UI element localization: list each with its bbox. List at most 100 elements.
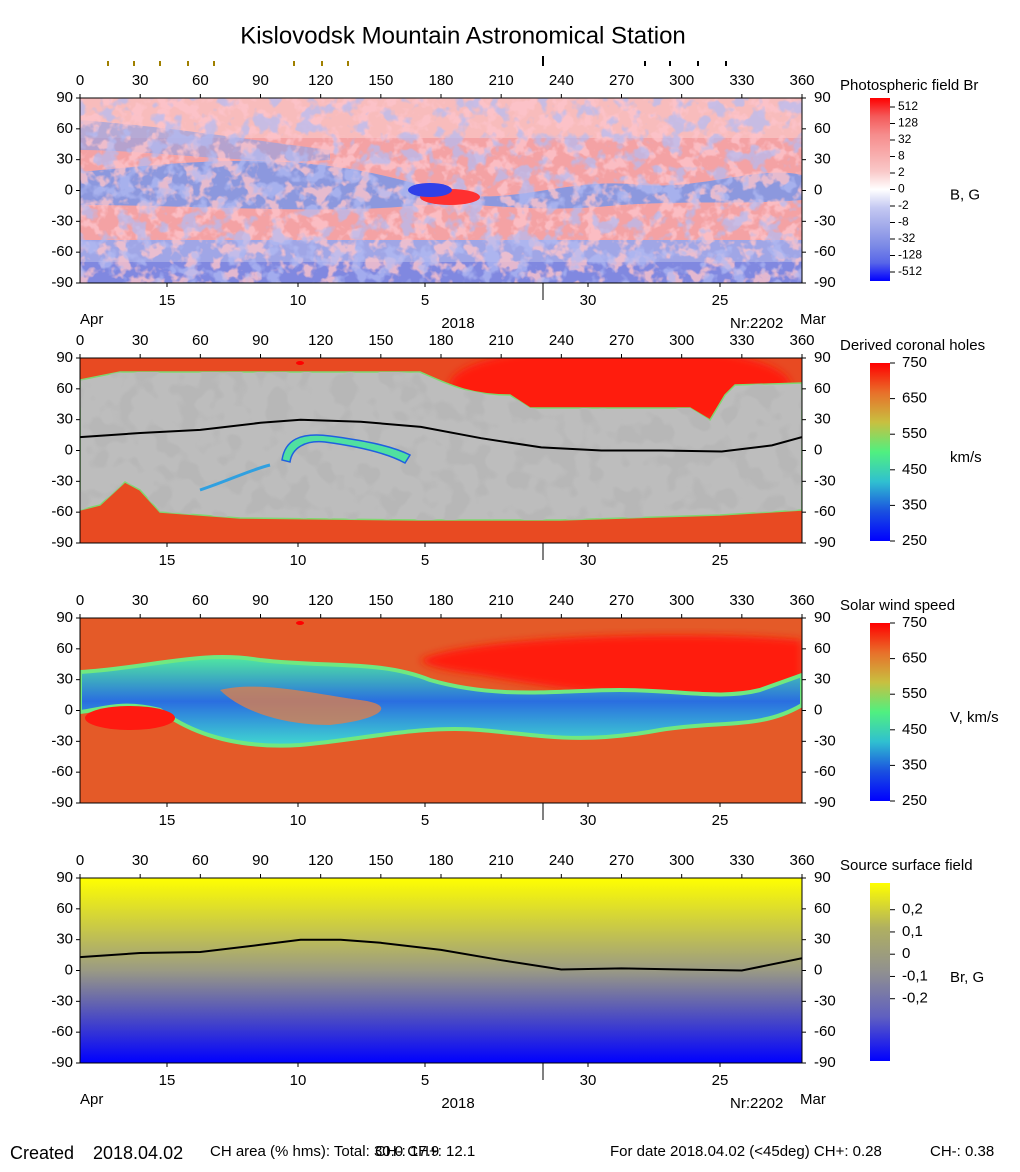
colorbar-unit: Br, G [950, 969, 984, 986]
date-label: 10 [290, 812, 307, 829]
colorbar-title: Solar wind speed [840, 597, 955, 614]
footer-text: CH area (% hms): Total: 30.0 CH+: 12.1 [210, 1143, 475, 1160]
lon-tick-label: 300 [669, 72, 694, 89]
lon-tick-label: 300 [669, 332, 694, 349]
lat-tick-label: -90 [51, 534, 73, 551]
source-surface-map [80, 878, 802, 1063]
colorbar-tick-label: 0 [902, 945, 910, 962]
lon-tick-label: 180 [428, 332, 453, 349]
lon-tick-label: 120 [308, 72, 333, 89]
lat-tick-label: 30 [814, 671, 831, 688]
date-label: 30 [580, 1072, 597, 1089]
lat-tick-label: 60 [814, 900, 831, 917]
lon-tick-label: 210 [489, 852, 514, 869]
lat-tick-label: 60 [814, 640, 831, 657]
lon-tick-label: 30 [132, 592, 149, 609]
lon-tick-label: 120 [308, 852, 333, 869]
lat-tick-label: -60 [51, 243, 73, 260]
colorbar-tick-label: -32 [898, 231, 916, 245]
lat-tick-label: -90 [814, 534, 836, 551]
lon-tick-label: 180 [428, 852, 453, 869]
lat-tick-label: 90 [814, 869, 831, 886]
lon-tick-label: 150 [368, 592, 393, 609]
lon-tick-label: 30 [132, 332, 149, 349]
neutral-line [80, 938, 802, 972]
lat-tick-label: -90 [814, 274, 836, 291]
lat-tick-label: 30 [56, 151, 73, 168]
neutral-line [80, 418, 802, 453]
colorbar-tick-label: -128 [898, 248, 922, 262]
period-year: 2018 [441, 1095, 474, 1112]
lon-tick-label: 240 [549, 332, 574, 349]
lon-tick-label: 0 [76, 332, 84, 349]
lat-tick-label: 90 [56, 349, 73, 366]
lat-tick-label: -30 [51, 992, 73, 1009]
colorbar-tick-label: 650 [902, 390, 927, 407]
lat-tick-label: -30 [51, 212, 73, 229]
date-label: 5 [421, 812, 429, 829]
lon-tick-label: 60 [192, 852, 209, 869]
date-label: 15 [159, 552, 176, 569]
period-end: Mar [800, 1091, 826, 1108]
lon-tick-label: 60 [192, 332, 209, 349]
colorbar-tick-label: 2 [898, 165, 905, 179]
lon-tick-label: 300 [669, 592, 694, 609]
lat-tick-label: -60 [51, 503, 73, 520]
colorbar [870, 623, 890, 801]
top-ticks [107, 56, 727, 66]
period-start: Apr [80, 1091, 103, 1108]
lat-tick-label: 60 [56, 120, 73, 137]
lat-tick-label: 30 [56, 931, 73, 948]
lon-tick-label: 150 [368, 332, 393, 349]
lat-tick-label: 60 [814, 380, 831, 397]
colorbar-tick-label: -0,1 [902, 967, 928, 984]
colorbar-tick-label: 512 [898, 99, 918, 113]
footer-text: 2018.04.02 [93, 1143, 183, 1163]
lat-tick-label: -60 [814, 243, 836, 260]
lat-tick-label: -60 [814, 763, 836, 780]
lat-tick-label: -90 [51, 1054, 73, 1071]
lon-tick-label: 330 [729, 592, 754, 609]
lat-tick-label: -60 [814, 503, 836, 520]
colorbar-title: Derived coronal holes [840, 337, 985, 354]
colorbar-unit: B, G [950, 186, 980, 203]
lon-tick-label: 180 [428, 72, 453, 89]
lat-tick-label: -30 [51, 732, 73, 749]
lon-tick-label: 270 [609, 852, 634, 869]
lon-tick-label: 0 [76, 72, 84, 89]
lat-tick-label: -90 [814, 794, 836, 811]
date-label: 10 [290, 1072, 307, 1089]
lat-tick-label: 90 [56, 869, 73, 886]
lon-tick-label: 270 [609, 592, 634, 609]
lon-tick-label: 330 [729, 852, 754, 869]
date-label: 10 [290, 292, 307, 309]
lat-tick-label: 90 [56, 609, 73, 626]
lat-tick-label: -30 [814, 732, 836, 749]
colorbar-tick-label: -0,2 [902, 990, 928, 1007]
lon-tick-label: 360 [789, 72, 814, 89]
date-label: 5 [421, 1072, 429, 1089]
colorbar-tick-label: 650 [902, 650, 927, 667]
colorbar-tick-label: 750 [902, 354, 927, 371]
lat-tick-label: -30 [51, 472, 73, 489]
colorbar-tick-label: 0,1 [902, 923, 923, 940]
lon-tick-label: 360 [789, 332, 814, 349]
lat-tick-label: -90 [51, 794, 73, 811]
coronal-holes-map [80, 358, 802, 543]
colorbar-tick-label: 32 [898, 132, 912, 146]
lat-tick-label: 90 [814, 349, 831, 366]
lat-tick-label: -60 [814, 1023, 836, 1040]
colorbar-tick-label: -8 [898, 215, 909, 229]
lat-tick-label: 0 [814, 181, 822, 198]
lon-tick-label: 0 [76, 592, 84, 609]
lat-tick-label: 60 [56, 640, 73, 657]
colorbar-tick-label: 450 [902, 721, 927, 738]
colorbar-tick-label: 350 [902, 756, 927, 773]
date-label: 15 [159, 812, 176, 829]
lon-tick-label: 210 [489, 332, 514, 349]
